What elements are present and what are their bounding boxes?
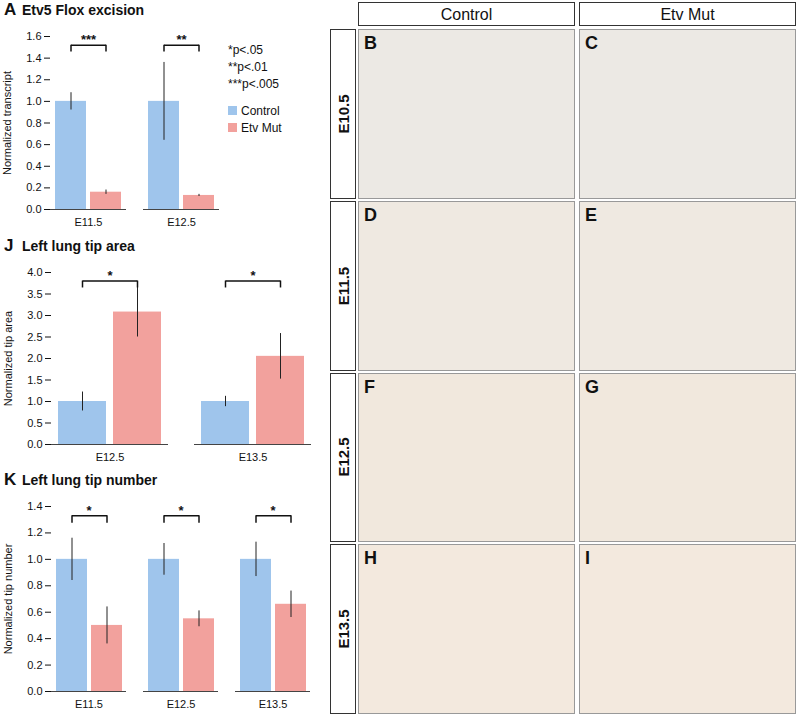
svg-text:1.0: 1.0 bbox=[27, 395, 42, 407]
svg-text:1.0: 1.0 bbox=[26, 95, 41, 107]
svg-text:E12.5: E12.5 bbox=[167, 698, 196, 710]
svg-text:0.4: 0.4 bbox=[27, 632, 42, 644]
svg-text:2.0: 2.0 bbox=[27, 352, 42, 364]
html-text:J: J bbox=[4, 236, 14, 255]
svg-text:1.6: 1.6 bbox=[26, 30, 41, 42]
html-text:Control: Control bbox=[440, 6, 493, 23]
svg-text:2.5: 2.5 bbox=[27, 331, 42, 343]
svg-text:0.0: 0.0 bbox=[26, 203, 41, 215]
svg-text:*: * bbox=[270, 503, 276, 518]
svg-text:Normalized tip number: Normalized tip number bbox=[2, 543, 14, 654]
html-text:*p<.05: *p<.05 bbox=[228, 43, 263, 57]
svg-text:***: *** bbox=[81, 32, 97, 47]
html-text:E13.5: E13.5 bbox=[334, 609, 352, 649]
html-text:***p<.005: ***p<.005 bbox=[228, 77, 279, 91]
svg-text:*: * bbox=[178, 503, 184, 518]
svg-text:0.2: 0.2 bbox=[27, 659, 42, 671]
svg-text:E12.5: E12.5 bbox=[167, 216, 196, 228]
svg-text:**: ** bbox=[176, 32, 187, 47]
svg-text:*: * bbox=[86, 503, 92, 518]
svg-text:1.5: 1.5 bbox=[27, 374, 42, 386]
html-text:H: H bbox=[364, 548, 377, 569]
svg-text:0.8: 0.8 bbox=[27, 579, 42, 591]
html-text:E11.5: E11.5 bbox=[334, 266, 352, 305]
svg-text:*: * bbox=[107, 268, 113, 283]
html-text:A Etv5 Flox excision: A Etv5 Flox excision bbox=[4, 0, 145, 19]
svg-text:1.4: 1.4 bbox=[27, 500, 42, 512]
svg-text:4.0: 4.0 bbox=[27, 266, 42, 278]
html-text:Etv Mut: Etv Mut bbox=[660, 6, 715, 23]
svg-text:0.6: 0.6 bbox=[26, 138, 41, 150]
html-text:K Left lung tip number: K Left lung tip number bbox=[4, 470, 158, 489]
html-text:I: I bbox=[585, 548, 590, 569]
html-text:E: E bbox=[585, 204, 597, 225]
html-text:D: D bbox=[364, 204, 377, 225]
html-text:E10.5: E10.5 bbox=[334, 94, 352, 134]
svg-text:0.0: 0.0 bbox=[27, 685, 42, 697]
svg-text:*: * bbox=[250, 268, 256, 283]
html-text:G: G bbox=[585, 376, 599, 397]
html-text:Left lung tip area: Left lung tip area bbox=[22, 238, 135, 254]
svg-text:1.2: 1.2 bbox=[26, 73, 41, 85]
svg-text:0.2: 0.2 bbox=[26, 181, 41, 193]
svg-text:E13.5: E13.5 bbox=[259, 698, 288, 710]
svg-text:1.2: 1.2 bbox=[27, 526, 42, 538]
svg-text:Normalized tip area: Normalized tip area bbox=[2, 310, 14, 406]
svg-text:E11.5: E11.5 bbox=[75, 216, 103, 228]
svg-text:E11.5: E11.5 bbox=[75, 698, 103, 710]
svg-text:0.5: 0.5 bbox=[27, 417, 42, 429]
html-text:E12.5: E12.5 bbox=[334, 437, 352, 477]
svg-text:3.0: 3.0 bbox=[27, 309, 42, 321]
html-text:Etv Mut: Etv Mut bbox=[241, 121, 282, 135]
svg-text:E13.5: E13.5 bbox=[239, 451, 268, 463]
html-text:Control: Control bbox=[241, 104, 280, 118]
svg-text:0.0: 0.0 bbox=[27, 438, 42, 450]
svg-text:E12.5: E12.5 bbox=[96, 451, 125, 463]
html-text:F: F bbox=[364, 376, 375, 397]
svg-text:0.6: 0.6 bbox=[27, 606, 42, 618]
svg-text:Normalized transcript: Normalized transcript bbox=[1, 71, 13, 175]
html-text:**p<.01: **p<.01 bbox=[228, 60, 268, 74]
svg-text:3.5: 3.5 bbox=[27, 288, 42, 300]
svg-text:1.0: 1.0 bbox=[27, 553, 42, 565]
svg-text:1.4: 1.4 bbox=[26, 52, 41, 64]
svg-text:0.8: 0.8 bbox=[26, 117, 41, 129]
svg-text:0.4: 0.4 bbox=[26, 160, 41, 172]
html-text:B: B bbox=[364, 33, 377, 53]
html-text:C: C bbox=[585, 33, 598, 53]
